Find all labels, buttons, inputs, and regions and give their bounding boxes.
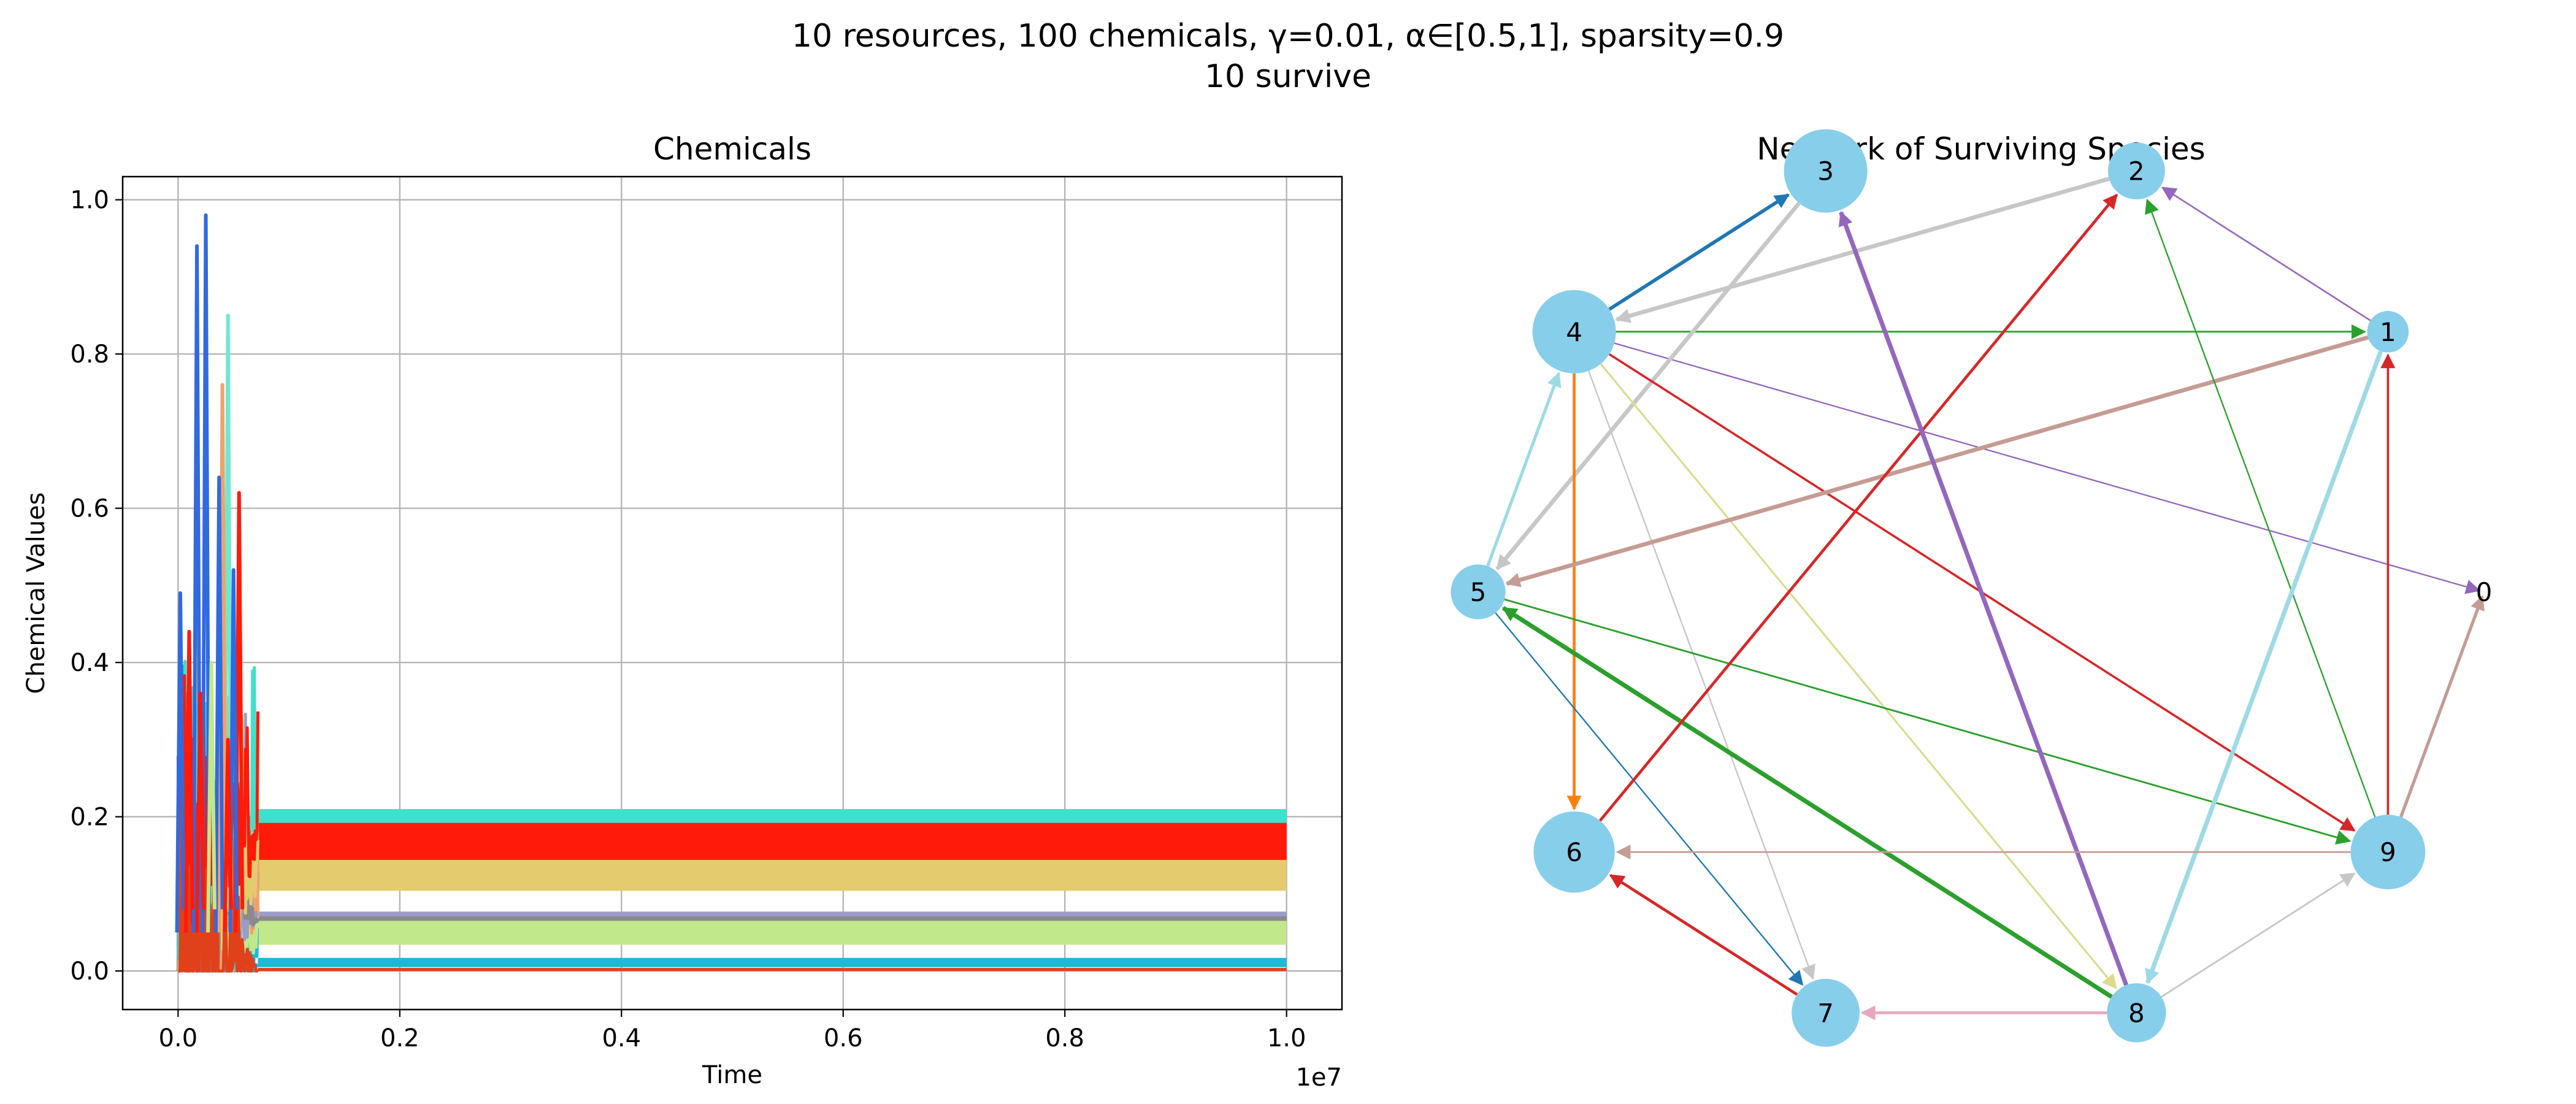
node-label-8: 8: [2128, 998, 2145, 1028]
network-nodes: 0 1 2 3 4 5 6 7 8 9: [1451, 129, 2492, 1047]
transient-peak-7: [175, 591, 186, 933]
x-axis-label: Time: [702, 1061, 762, 1089]
x-tick-label: 0.2: [380, 1024, 420, 1052]
transient-peak-10: [195, 691, 205, 933]
chemical-series: [175, 213, 1287, 973]
edge-5-to-7: [1495, 612, 1804, 986]
x-tick-label: 0.8: [1045, 1024, 1084, 1052]
steady-band-9: [258, 968, 1287, 972]
steady-band-5: [258, 916, 1287, 921]
y-tick-label: 0.4: [70, 649, 109, 677]
node-5: [1451, 564, 1506, 619]
node-label-7: 7: [1817, 998, 1834, 1028]
transient-trace-9: [177, 809, 259, 973]
steady-band-6: [258, 858, 1287, 891]
node-3: [1784, 129, 1868, 213]
node-4: [1532, 289, 1616, 374]
y-tick-label: 0.0: [70, 957, 109, 986]
network-edges: [1486, 177, 2485, 1021]
steady-band-7: [258, 809, 1287, 825]
transient-peak-4: [213, 475, 224, 933]
y-tick-label: 0.8: [70, 340, 109, 369]
edge-8-to-5: [1501, 606, 2113, 999]
y-tick-label: 1.0: [70, 186, 109, 215]
transient-peak-9: [206, 661, 217, 933]
node-6: [1533, 811, 1615, 893]
steady-band-1: [258, 957, 1287, 964]
node-2: [2107, 142, 2165, 200]
node-label-2: 2: [2128, 156, 2145, 186]
edge-1-to-8: [2145, 350, 2383, 984]
y-axis-label: Chemical Values: [22, 493, 50, 694]
node-label-3: 3: [1817, 156, 1834, 186]
chemicals-axes-frame: [121, 175, 1343, 1011]
edge-1-to-5: [1505, 335, 2369, 588]
edge-9-to-2: [2145, 198, 2376, 818]
node-label-5: 5: [1470, 577, 1487, 607]
suptitle-line-2: 10 survive: [1204, 58, 1372, 95]
edge-8-to-3: [1838, 211, 2129, 986]
node-8: [2107, 983, 2166, 1043]
x-axis-offset-label: 1e7: [1295, 1064, 1342, 1092]
edge-4-to-8: [1600, 363, 2117, 989]
node-label-6: 6: [1566, 837, 1582, 867]
chemicals-chart: Chemicals 0.0 0.2 0.4 0.6 0.8 1.0 0.0 0.2 0.4 0.6…: [22, 131, 1343, 1092]
edge-5-to-9: [1504, 598, 2352, 845]
steady-band-0: [258, 962, 1287, 967]
edge-4-to-0: [1614, 342, 2481, 594]
y-tick-label: 0.6: [70, 495, 109, 523]
node-9: [2350, 815, 2426, 889]
edge-1-to-2: [2161, 186, 2371, 321]
steady-band-8: [258, 822, 1287, 861]
chemicals-plot-area: [175, 213, 1287, 973]
chemicals-chart-title: Chemicals: [653, 131, 811, 167]
chemicals-ticks: 0.0 0.2 0.4 0.6 0.8 1.0 0.0 0.2 0.4 0.6 0.8 1.0: [70, 186, 1306, 1052]
transient-peak-1: [191, 244, 202, 933]
node-7: [1792, 978, 1860, 1047]
x-tick-label: 1.0: [1267, 1024, 1306, 1052]
edge-7-to-6: [1609, 873, 1798, 996]
steady-band-2: [258, 920, 1287, 945]
edge-3-to-5: [1495, 202, 1801, 570]
x-tick-label: 0.4: [602, 1024, 641, 1052]
node-1: [2367, 311, 2409, 353]
edge-9-to-0: [2399, 595, 2485, 818]
node-label-4: 4: [1566, 317, 1582, 347]
steady-band-4: [258, 911, 1287, 916]
node-label-0: 0: [2476, 577, 2493, 607]
edge-6-to-2: [1598, 193, 2118, 822]
edge-8-to-9: [2161, 872, 2356, 998]
x-tick-label: 0.6: [824, 1024, 863, 1052]
y-tick-label: 0.2: [70, 803, 109, 832]
node-label-1: 1: [2380, 317, 2396, 347]
transient-peak-0: [201, 213, 211, 933]
edge-2-to-4: [1615, 177, 2110, 323]
transient-peak-8: [184, 629, 194, 933]
transient-peak-11: [223, 737, 234, 933]
figure-suptitle: 10 resources, 100 chemicals, γ=0.01, α∈[…: [0, 16, 2576, 97]
edge-5-to-4: [1486, 372, 1562, 567]
x-tick-label: 0.0: [159, 1024, 198, 1052]
edge-4-to-3: [1608, 193, 1790, 311]
edge-4-to-7: [1588, 370, 1815, 980]
node-label-9: 9: [2380, 837, 2396, 867]
suptitle-line-1: 10 resources, 100 chemicals, γ=0.01, α∈[…: [791, 18, 1785, 55]
transient-peak-6: [228, 568, 239, 933]
